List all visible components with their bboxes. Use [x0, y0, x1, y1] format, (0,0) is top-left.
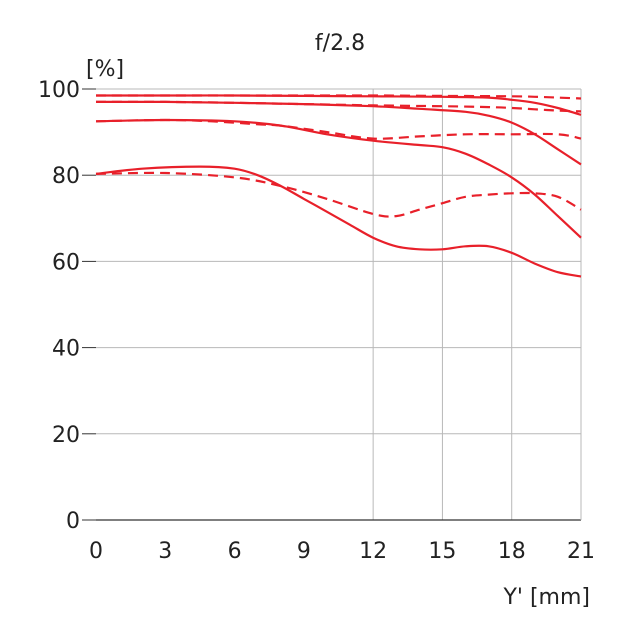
- grid: [96, 88, 581, 520]
- x-tick-label: 18: [498, 539, 526, 564]
- y-axis-label: [%]: [86, 57, 124, 82]
- y-tick-label: 20: [52, 423, 80, 448]
- y-tick-label: 60: [52, 250, 80, 275]
- series-lines: [95, 94, 582, 278]
- x-tick-label: 21: [567, 539, 595, 564]
- series-line-4-dashed: [95, 100, 582, 113]
- x-tick-label: 15: [428, 539, 456, 564]
- x-tick-label: 0: [89, 539, 103, 564]
- y-tick-label: 40: [52, 337, 80, 362]
- y-tick-label: 100: [38, 78, 80, 103]
- x-tick-label: 9: [297, 539, 311, 564]
- y-tick-label: 0: [66, 509, 80, 534]
- series-line-5-solid: [95, 118, 582, 239]
- series-line-6-dashed: [95, 118, 582, 140]
- x-axis-label: Y' [mm]: [502, 585, 590, 610]
- y-tick-label: 80: [52, 164, 80, 189]
- y-ticks: 0 20 40 60 80 100: [38, 78, 96, 534]
- series-line-8-dashed: [95, 171, 582, 218]
- series-line-7-solid: [95, 165, 582, 278]
- x-ticks: 0 3 6 9 12 15 18 21: [89, 539, 595, 564]
- chart-title: f/2.8: [315, 31, 365, 56]
- axes: [96, 89, 582, 521]
- x-tick-label: 6: [228, 539, 242, 564]
- x-tick-label: 3: [158, 539, 172, 564]
- x-tick-label: 12: [359, 539, 387, 564]
- series-line-2-dashed: [96, 94, 582, 100]
